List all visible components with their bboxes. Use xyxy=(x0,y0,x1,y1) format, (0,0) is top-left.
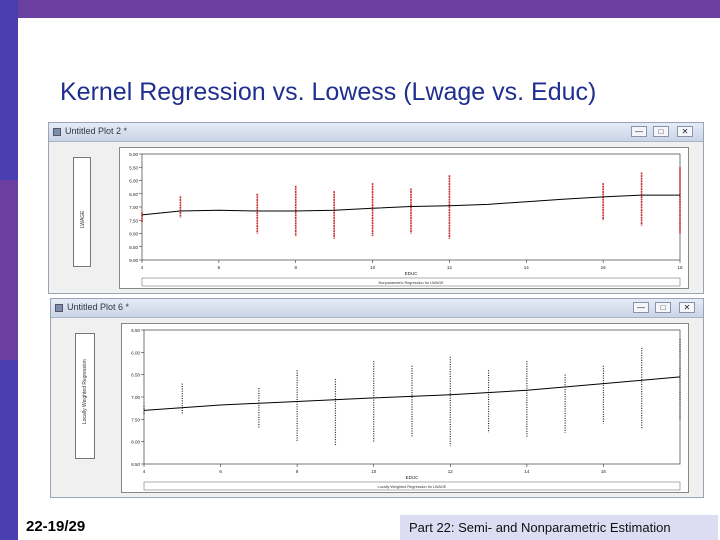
caption-text: Locally Weighted Regression for LWAGE xyxy=(378,485,447,489)
x-tick-label: 16 xyxy=(601,469,607,474)
footer-title: Part 22: Semi- and Nonparametric Estimat… xyxy=(400,515,718,540)
y-tick-label: 6.50 xyxy=(131,373,140,378)
y-tick-label: 8.50 xyxy=(129,245,138,250)
x-tick-label: 10 xyxy=(371,469,377,474)
y-tick-label: 5.00 xyxy=(129,152,138,157)
y-tick-label: 7.50 xyxy=(129,218,138,223)
x-axis-label: EDUC xyxy=(405,271,419,276)
lowess-chart: 8.50 8.00 7.50 7.00 6.50 6.00 5.50 4 6 8 10 12 14 16 E… xyxy=(131,328,681,491)
y-tick-label: 5.50 xyxy=(131,328,140,333)
kernel-regression-chart: 9.00 8.50 8.00 7.50 7.00 6.50 6.00 5.50 5.00 4 6 8 1… xyxy=(129,152,683,287)
y-tick-label: 7.50 xyxy=(131,417,140,422)
x-axis-label: EDUC xyxy=(406,475,420,480)
x-tick-label: 16 xyxy=(601,265,607,270)
x-tick-label: 4 xyxy=(141,265,144,270)
page-number: 22-19/29 xyxy=(26,518,86,535)
y-tick-label: 8.00 xyxy=(129,232,138,237)
plot-window-lowess[interactable]: Untitled Plot 6 * — □ ✕ Locally Weighted… xyxy=(50,298,704,498)
y-tick-label: 7.00 xyxy=(129,205,138,210)
caption-text: Nonparametric Regression for LWAGE xyxy=(379,281,444,285)
caption-box xyxy=(143,481,681,491)
x-tick-label: 10 xyxy=(370,265,376,270)
slide-left-bar-accent xyxy=(0,180,18,360)
legend-label: LWAGE xyxy=(80,210,86,228)
x-tick-label: 4 xyxy=(143,469,146,474)
maximize-button[interactable]: □ xyxy=(653,126,669,137)
legend-label: Locally Weighted Regression xyxy=(82,359,88,424)
x-tick-label: 8 xyxy=(294,265,297,270)
window-title: Untitled Plot 6 * xyxy=(67,302,130,312)
plot-window-kernel[interactable]: Untitled Plot 2 * — □ ✕ LWAGE 9.00 8.50 8.… xyxy=(48,122,704,294)
window-titlebar[interactable]: Untitled Plot 2 * — □ ✕ xyxy=(49,123,703,142)
close-button[interactable]: ✕ xyxy=(677,126,693,137)
plot-area[interactable]: 9.00 8.50 8.00 7.50 7.00 6.50 6.00 5.50 5.00 4 6 8 1… xyxy=(119,147,689,289)
caption-box xyxy=(141,277,681,287)
x-tick-label: 12 xyxy=(447,265,453,270)
x-tick-label: 14 xyxy=(524,469,530,474)
window-titlebar[interactable]: Untitled Plot 6 * — □ ✕ xyxy=(51,299,703,318)
y-tick-label: 7.00 xyxy=(131,395,140,400)
close-button[interactable]: ✕ xyxy=(679,302,695,313)
y-tick-label: 8.50 xyxy=(131,462,140,467)
x-tick-label: 6 xyxy=(218,265,221,270)
maximize-button[interactable]: □ xyxy=(655,302,671,313)
fitted-line xyxy=(141,194,680,216)
x-tick-label: 12 xyxy=(448,469,454,474)
y-tick-label: 5.50 xyxy=(129,165,138,170)
y-tick-label: 6.00 xyxy=(129,179,138,184)
window-app-icon xyxy=(53,128,61,136)
window-title: Untitled Plot 2 * xyxy=(65,126,128,136)
legend-box: Locally Weighted Regression xyxy=(75,333,95,459)
y-tick-label: 9.00 xyxy=(129,258,138,263)
fitted-line xyxy=(143,376,681,411)
y-tick-label: 8.00 xyxy=(131,440,140,445)
slide-title: Kernel Regression vs. Lowess (Lwage vs. … xyxy=(60,78,597,106)
slide-top-bar xyxy=(0,0,720,18)
minimize-button[interactable]: — xyxy=(633,302,649,313)
minimize-button[interactable]: — xyxy=(631,126,647,137)
x-tick-label: 8 xyxy=(296,469,299,474)
x-tick-label: 6 xyxy=(219,469,222,474)
x-tick-label: 14 xyxy=(524,265,530,270)
y-tick-label: 6.00 xyxy=(131,350,140,355)
x-tick-label: 18 xyxy=(677,265,683,270)
legend-box: LWAGE xyxy=(73,157,91,267)
y-tick-label: 6.50 xyxy=(129,192,138,197)
window-app-icon xyxy=(55,304,63,312)
plot-area[interactable]: 8.50 8.00 7.50 7.00 6.50 6.00 5.50 4 6 8 10 12 14 16 E… xyxy=(121,323,689,493)
